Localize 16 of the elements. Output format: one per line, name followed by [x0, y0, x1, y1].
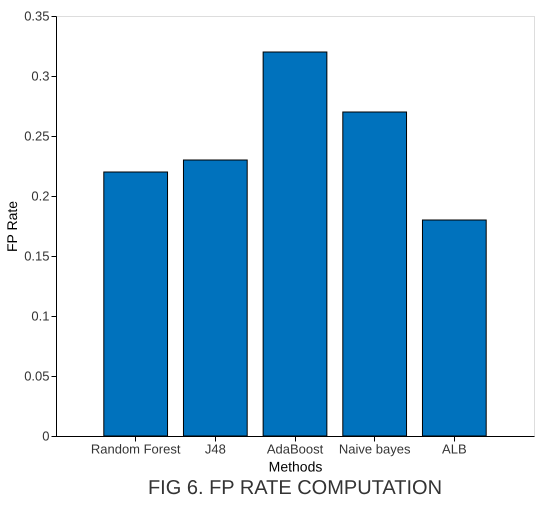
- caption: FIG 6. FP RATE COMPUTATION: [148, 477, 442, 499]
- x-tick-label: Random Forest: [90, 442, 181, 456]
- y-tick-label: 0.1: [31, 308, 50, 324]
- y-tick-label: 0: [42, 428, 50, 444]
- x-tick-label: J48: [204, 442, 226, 456]
- y-tick-label: 0.35: [24, 8, 50, 24]
- y-axis-title: FP Rate: [4, 200, 20, 252]
- x-axis-title: Methods: [268, 458, 322, 474]
- y-tick-label: 0.3: [31, 68, 50, 84]
- y-tick-label: 0.2: [31, 188, 50, 204]
- x-tick-label: AdaBoost: [266, 442, 324, 456]
- y-tick-label: 0.05: [24, 368, 50, 384]
- x-tick-label: Naive bayes: [338, 442, 411, 456]
- y-tick-label: 0.15: [24, 248, 50, 264]
- x-tick-label: ALB: [442, 442, 467, 456]
- y-tick-label: 0.25: [24, 128, 50, 144]
